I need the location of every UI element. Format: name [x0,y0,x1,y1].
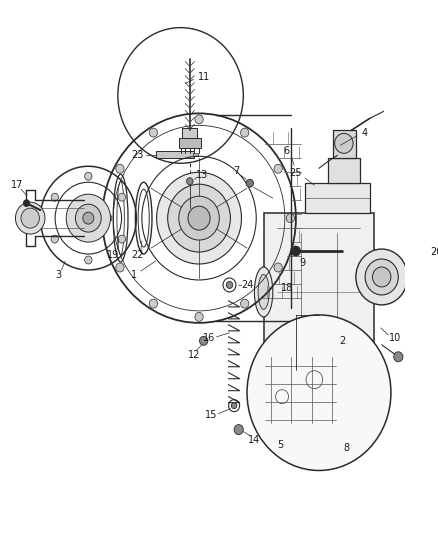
Text: 3: 3 [55,270,61,280]
Circle shape [116,263,124,272]
Ellipse shape [406,246,426,298]
FancyBboxPatch shape [287,425,314,440]
Circle shape [85,172,92,180]
Bar [183,128,197,139]
Text: 1: 1 [131,270,138,280]
Text: 25: 25 [290,168,302,178]
Text: 11: 11 [198,72,210,83]
Text: 23: 23 [131,150,143,160]
Text: 15: 15 [205,410,217,419]
FancyBboxPatch shape [333,131,356,158]
Circle shape [234,425,244,434]
Circle shape [195,312,203,321]
FancyBboxPatch shape [336,368,352,390]
Circle shape [286,214,294,223]
Text: 2: 2 [339,336,345,346]
Circle shape [274,263,282,272]
Text: 10: 10 [389,333,402,343]
Text: 7: 7 [233,166,239,176]
Circle shape [103,214,112,223]
Circle shape [195,115,203,124]
Circle shape [51,193,58,201]
Circle shape [21,208,39,228]
Text: 5: 5 [277,440,283,449]
Text: 19: 19 [107,250,120,260]
Text: 4: 4 [362,128,368,139]
FancyBboxPatch shape [155,151,194,158]
Circle shape [365,259,398,295]
Circle shape [149,128,158,137]
FancyBboxPatch shape [193,154,198,156]
Text: 20: 20 [430,247,438,257]
Text: 14: 14 [248,434,261,445]
Bar [179,139,201,148]
Circle shape [188,206,210,230]
Circle shape [66,194,110,242]
Circle shape [247,315,391,471]
Circle shape [83,212,94,224]
Ellipse shape [410,253,422,291]
Circle shape [274,164,282,173]
Circle shape [246,179,254,187]
Circle shape [157,172,241,264]
Circle shape [240,128,249,137]
Circle shape [394,352,403,362]
FancyBboxPatch shape [328,158,360,183]
Text: 13: 13 [196,170,208,180]
Circle shape [118,193,126,201]
Ellipse shape [258,274,269,309]
Text: 8: 8 [343,442,350,453]
Circle shape [226,281,233,288]
Text: 12: 12 [188,350,201,360]
Text: 6: 6 [284,146,290,156]
Circle shape [75,204,101,232]
Circle shape [116,164,124,173]
Circle shape [51,235,58,243]
Text: 18: 18 [281,283,293,293]
FancyBboxPatch shape [305,183,370,213]
Circle shape [85,256,92,264]
Circle shape [15,202,45,234]
Circle shape [372,267,391,287]
Circle shape [118,235,126,243]
Circle shape [199,336,208,345]
Circle shape [149,299,158,308]
Circle shape [231,402,237,409]
Circle shape [356,249,407,305]
Circle shape [291,246,300,256]
Text: 16: 16 [203,333,215,343]
Text: 17: 17 [11,180,24,190]
Text: 22: 22 [131,250,144,260]
Circle shape [23,200,30,207]
FancyBboxPatch shape [264,213,374,370]
Circle shape [187,177,193,185]
Ellipse shape [254,267,273,317]
Circle shape [335,133,353,154]
Circle shape [168,184,230,252]
Circle shape [240,299,249,308]
Text: 24: 24 [242,280,254,290]
Text: 9: 9 [299,258,305,268]
Circle shape [179,196,219,240]
